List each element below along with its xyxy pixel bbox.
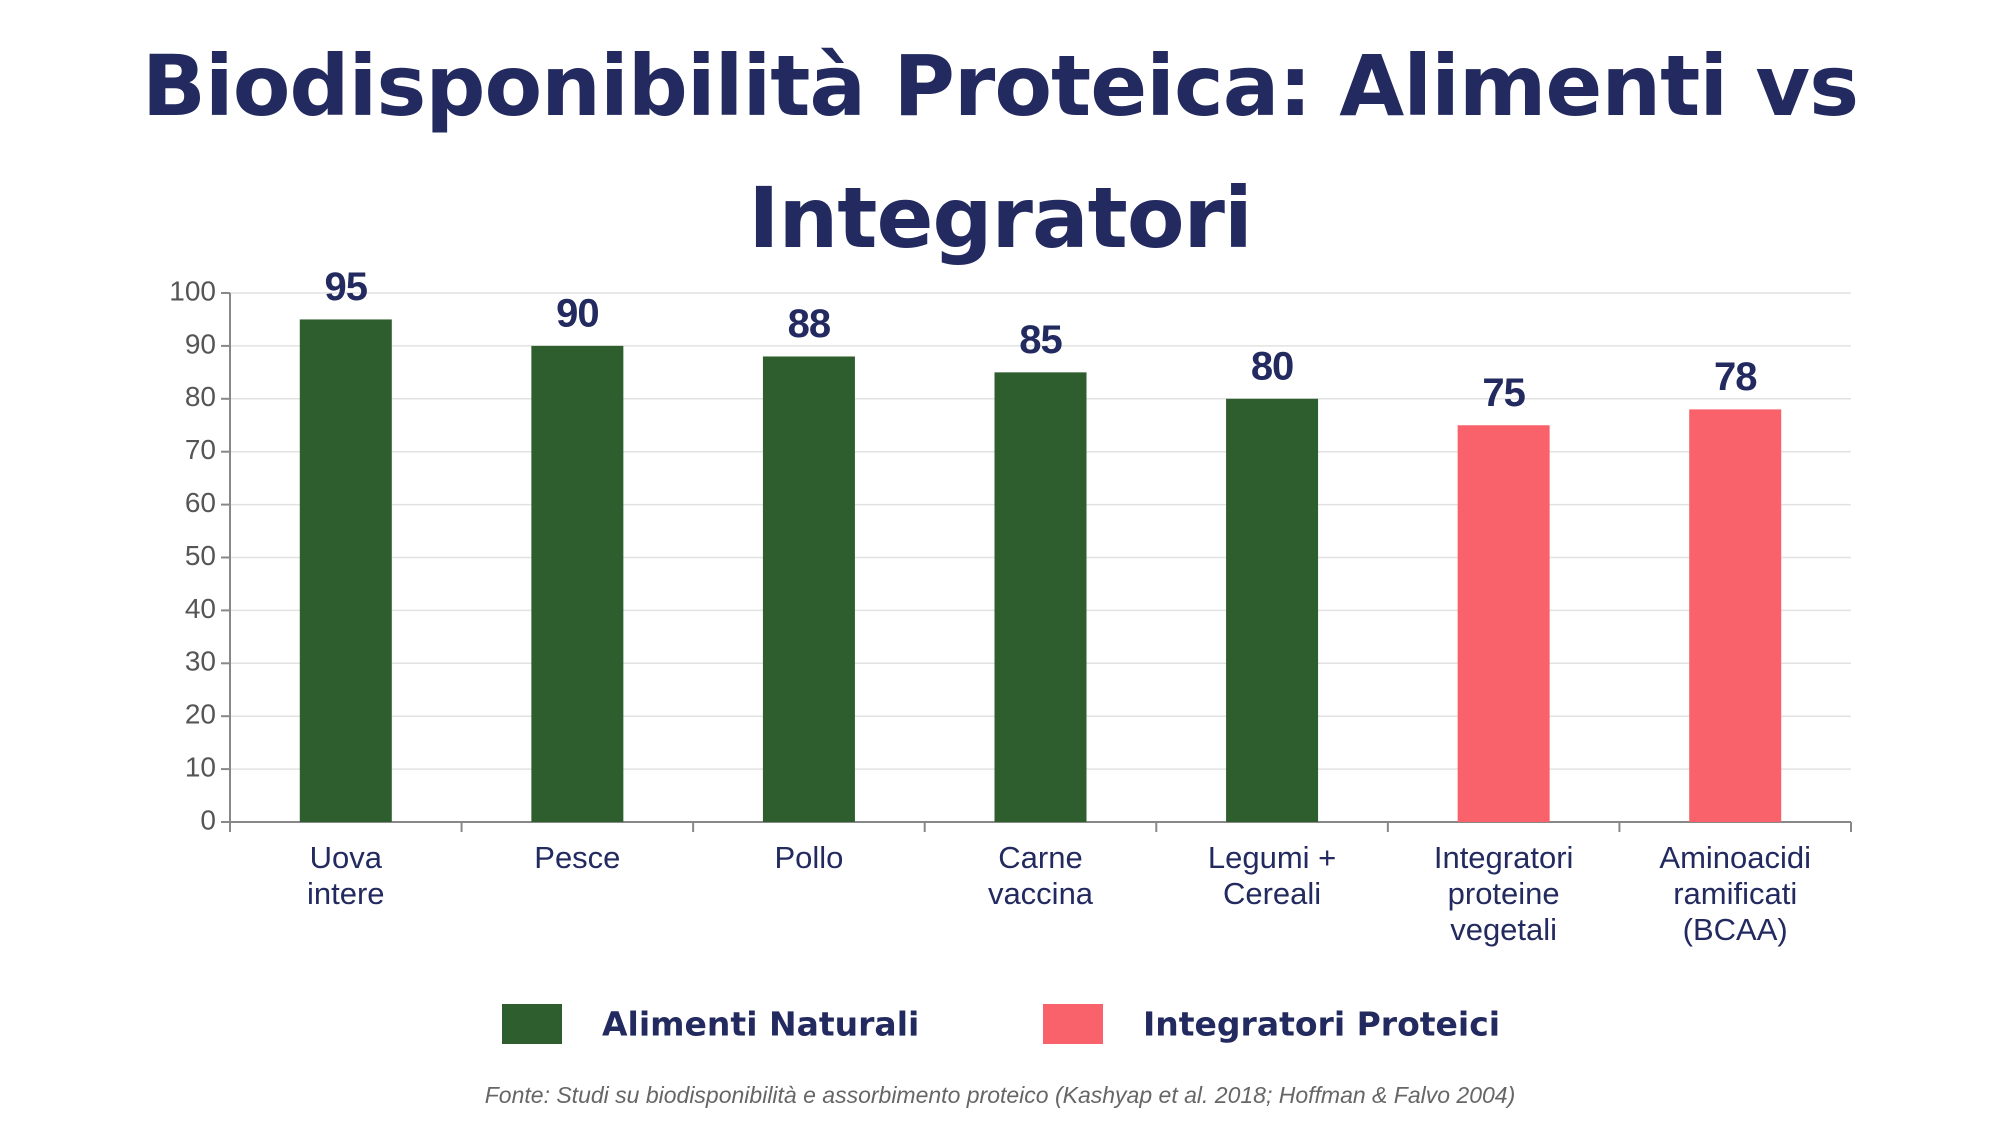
legend-label: Alimenti Naturali <box>602 1005 919 1044</box>
bar <box>1457 425 1550 822</box>
x-tick-label: Uova intere <box>307 840 385 911</box>
y-tick-label: 0 <box>200 804 216 835</box>
y-tick-label: 100 <box>169 275 216 306</box>
legend-label: Integratori Proteici <box>1143 1005 1500 1044</box>
value-label: 88 <box>788 302 831 346</box>
value-label: 78 <box>1714 355 1757 399</box>
value-label: 75 <box>1482 371 1525 415</box>
x-tick-label: Aminoacidi ramificati (BCAA) <box>1659 840 1811 947</box>
y-tick-label: 90 <box>185 328 216 359</box>
bar <box>1689 409 1782 822</box>
x-tick-label: Carne vaccina <box>988 840 1094 911</box>
legend-swatch <box>1043 1004 1103 1044</box>
value-label: 85 <box>1019 318 1062 362</box>
bar <box>762 356 855 822</box>
y-tick-label: 30 <box>185 646 216 677</box>
y-tick-label: 10 <box>185 751 216 782</box>
y-tick-label: 70 <box>185 434 216 465</box>
y-tick-label: 20 <box>185 699 216 730</box>
x-tick-label: Pollo <box>774 840 843 875</box>
source-note: Fonte: Studi su biodisponibilità e assor… <box>484 1082 1516 1108</box>
y-tick-label: 80 <box>185 381 216 412</box>
x-tick-label: Integratori proteine vegetali <box>1434 840 1574 947</box>
bar <box>1226 398 1319 822</box>
x-tick-label: Pesce <box>534 840 620 875</box>
y-tick-label: 60 <box>185 487 216 518</box>
chart-title: Biodisponibilità Proteica: Alimenti vs I… <box>141 37 1859 267</box>
y-tick-label: 50 <box>185 540 216 571</box>
value-label: 90 <box>556 291 599 335</box>
value-label: 95 <box>325 265 368 309</box>
legend-swatch <box>502 1004 562 1044</box>
value-label: 80 <box>1251 344 1294 388</box>
y-tick-label: 40 <box>185 593 216 624</box>
x-tick-label: Legumi + Cereali <box>1208 840 1336 911</box>
bar <box>531 345 624 822</box>
bar <box>299 319 392 822</box>
bar <box>994 372 1087 822</box>
